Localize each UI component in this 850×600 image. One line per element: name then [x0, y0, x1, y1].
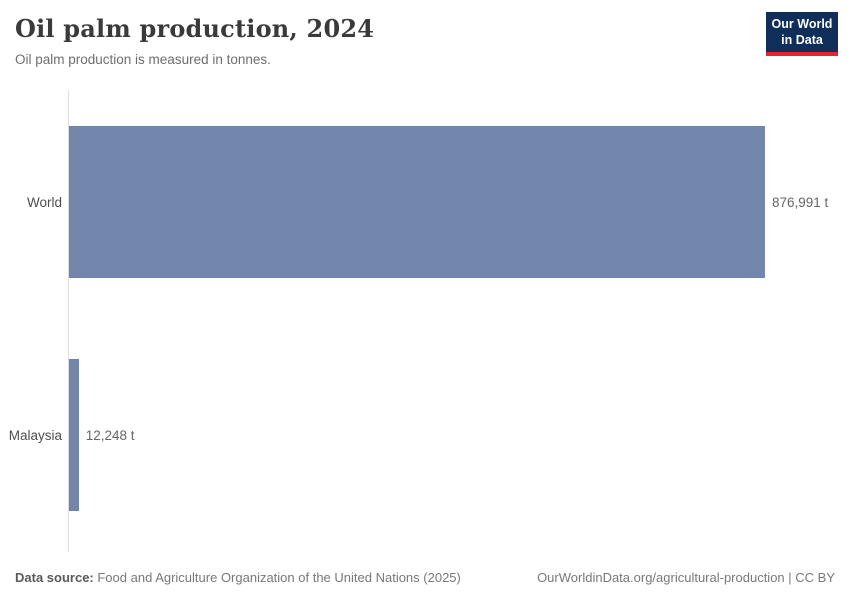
- bar-scale: 876,991 t: [69, 126, 828, 278]
- entity-label-world: World: [26, 194, 62, 210]
- entity-label-malaysia: Malaysia: [8, 427, 62, 443]
- owid-logo[interactable]: Our World in Data: [766, 12, 838, 57]
- bar-value-malaysia: 12,248 t: [85, 427, 135, 443]
- chart-footer: Data source: Food and Agriculture Organi…: [15, 570, 835, 585]
- chart-subtitle: Oil palm production is measured in tonne…: [15, 52, 271, 67]
- page-title: Oil palm production, 2024: [15, 14, 375, 43]
- bar-malaysia[interactable]: [69, 359, 79, 511]
- data-source-note: Data source: Food and Agriculture Organi…: [15, 570, 461, 585]
- bar-row-world: World 876,991 t: [0, 126, 850, 278]
- data-source-label: Data source:: [15, 570, 94, 585]
- owid-logo-line2: in Data: [781, 32, 823, 47]
- bar-scale: 12,248 t: [69, 359, 765, 511]
- owid-logo-line1: Our World: [771, 17, 833, 31]
- owid-url-link[interactable]: OurWorldinData.org/agricultural-producti…: [537, 570, 835, 585]
- bar-world[interactable]: [69, 126, 765, 278]
- bar-value-world: 876,991 t: [772, 194, 829, 210]
- y-axis-line: [68, 90, 69, 552]
- data-source-text: Food and Agriculture Organization of the…: [93, 570, 461, 585]
- bar-row-malaysia: Malaysia 12,248 t: [0, 359, 850, 511]
